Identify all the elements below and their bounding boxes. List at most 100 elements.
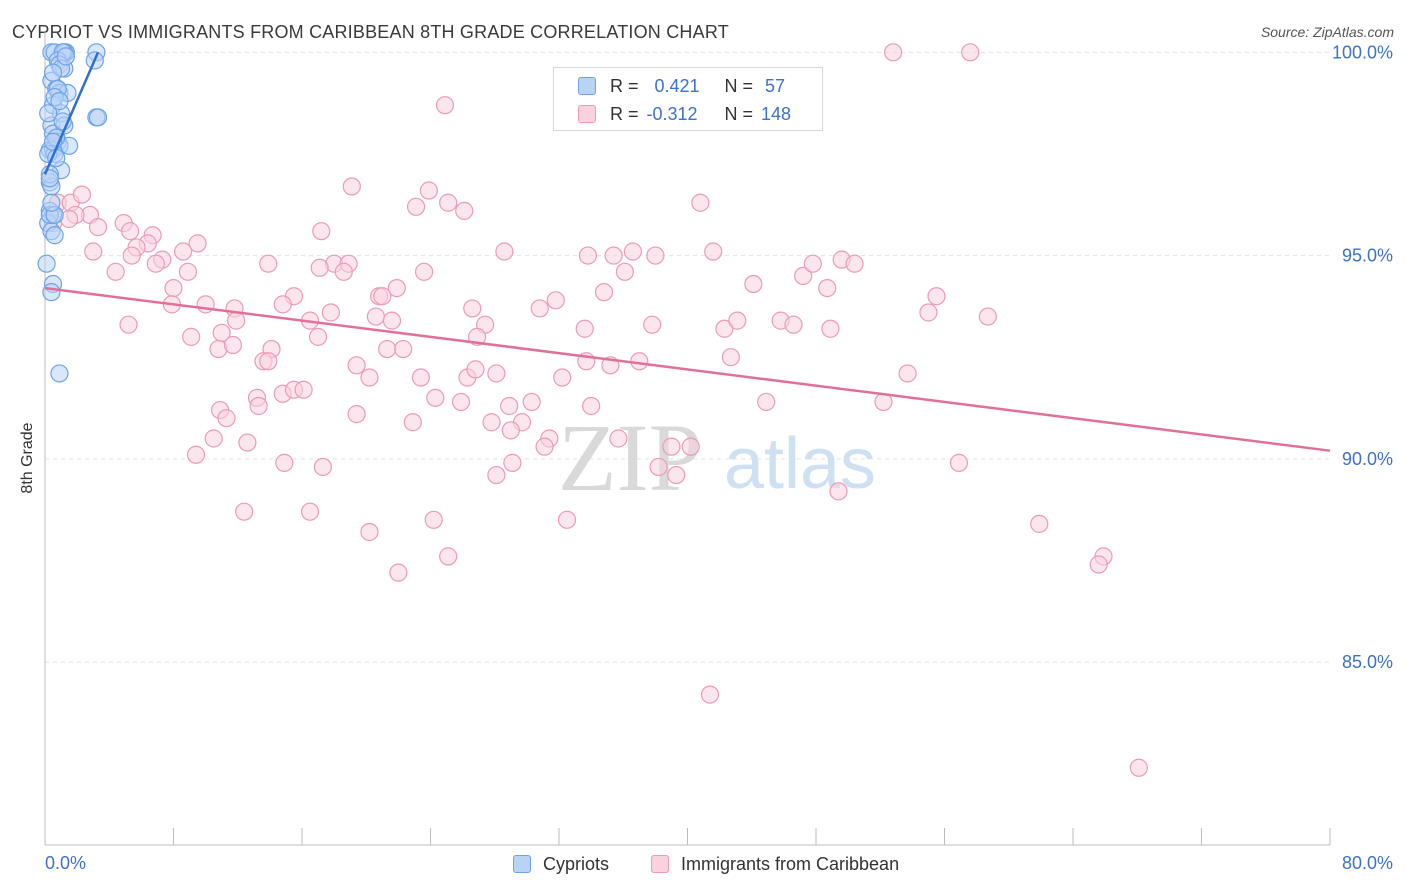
- caribbean-point: [466, 360, 485, 379]
- cypriot-point: [39, 104, 58, 123]
- caribbean-point: [235, 502, 254, 521]
- caribbean-point: [387, 278, 406, 298]
- caribbean-point: [72, 185, 92, 204]
- caribbean-point: [744, 274, 763, 294]
- caribbean-point: [949, 453, 969, 472]
- caribbean-point: [1030, 514, 1049, 533]
- zipatlas-watermark: ZIP atlas: [558, 404, 876, 511]
- caribbean-point: [84, 242, 103, 261]
- caribbean-point: [217, 409, 236, 428]
- caribbean-point: [451, 392, 471, 412]
- legend-item-caribbean[interactable]: Immigrants from Caribbean: [651, 852, 899, 876]
- caribbean-point: [630, 352, 649, 371]
- caribbean-point: [927, 287, 946, 306]
- legend-item-cypriots[interactable]: Cypriots: [513, 852, 609, 876]
- cypriot-point: [37, 254, 56, 273]
- caribbean-point: [649, 457, 668, 477]
- r-value: 0.421: [654, 75, 700, 96]
- caribbean-point: [378, 339, 397, 359]
- cypriot-point: [42, 193, 61, 212]
- caribbean-point: [961, 43, 980, 62]
- cypriot-point: [56, 47, 75, 66]
- caribbean-point: [164, 278, 183, 298]
- cypriot-point: [50, 364, 69, 383]
- r-value: -0.312: [646, 103, 698, 124]
- caribbean-point: [122, 246, 141, 265]
- legend-row-cypriots: R = 0.421 N = 57: [578, 75, 785, 97]
- caribbean-point: [818, 278, 837, 298]
- caribbean-point: [919, 303, 938, 322]
- caribbean-point: [728, 311, 747, 330]
- blue-swatch-icon: [578, 77, 596, 95]
- n-value: 57: [765, 75, 786, 96]
- caribbean-point: [88, 218, 108, 237]
- caribbean-point: [883, 43, 903, 62]
- cypriot-point: [50, 92, 69, 111]
- caribbean-point: [259, 254, 278, 273]
- caribbean-point: [829, 482, 848, 501]
- caribbean-point: [313, 457, 332, 477]
- caribbean-point: [615, 262, 634, 281]
- caribbean-point: [1129, 758, 1148, 777]
- caribbean-point: [414, 262, 434, 281]
- cypriot-point: [43, 63, 63, 82]
- caribbean-point: [604, 246, 623, 265]
- caribbean-points: [43, 43, 1148, 777]
- caribbean-point: [347, 356, 366, 375]
- n-label: N =: [724, 75, 754, 96]
- caribbean-point: [784, 315, 803, 334]
- caribbean-point: [582, 396, 601, 416]
- caribbean-point: [609, 429, 628, 448]
- cypriot-point: [45, 226, 64, 245]
- trend-lines: [43, 51, 1331, 452]
- x-tick-label-max: 80.0%: [1342, 853, 1393, 873]
- caribbean-point: [715, 319, 734, 338]
- caribbean-point: [360, 522, 379, 542]
- caribbean-point: [178, 262, 198, 281]
- caribbean-point: [487, 364, 506, 383]
- chart-title: CYPRIOT VS IMMIGRANTS FROM CARIBBEAN 8TH…: [12, 22, 729, 42]
- blue-swatch-icon: [513, 855, 531, 873]
- caribbean-point: [347, 405, 366, 424]
- caribbean-point: [530, 299, 549, 318]
- caribbean-point: [106, 262, 125, 281]
- caribbean-point: [594, 283, 614, 302]
- caribbean-point: [578, 246, 598, 265]
- caribbean-point: [273, 295, 292, 314]
- caribbean-point: [503, 453, 522, 472]
- legend-label-caribbean: Immigrants from Caribbean: [681, 853, 900, 874]
- tick-labels: 85.0% 90.0% 95.0% 100.0% 0.0% 80.0%: [45, 42, 1393, 873]
- caribbean-point: [978, 307, 997, 326]
- caribbean-point: [321, 303, 341, 322]
- caribbean-point: [312, 222, 331, 241]
- r-label: R =: [610, 75, 639, 96]
- caribbean-point: [455, 201, 474, 220]
- caribbean-point: [342, 177, 361, 196]
- caribbean-point: [411, 368, 430, 387]
- caribbean-point: [501, 421, 520, 440]
- caribbean-point: [700, 685, 720, 704]
- caribbean-point: [121, 222, 140, 241]
- caribbean-point: [373, 287, 392, 306]
- caribbean-point: [389, 563, 408, 582]
- caribbean-point: [426, 388, 445, 407]
- cypriot-trend-line: [43, 51, 100, 175]
- caribbean-point: [482, 413, 501, 432]
- caribbean-point: [535, 437, 554, 456]
- n-label: N =: [724, 103, 754, 124]
- r-label: R =: [610, 103, 639, 124]
- x-tick-label-min: 0.0%: [45, 853, 86, 873]
- caribbean-point: [146, 254, 165, 273]
- caribbean-point: [300, 502, 320, 521]
- gridlines: [45, 51, 1330, 663]
- cypriot-point: [40, 169, 59, 188]
- caribbean-trend-line: [44, 286, 1331, 452]
- pink-swatch-icon: [651, 855, 669, 873]
- caribbean-point: [419, 181, 438, 200]
- caribbean-point: [898, 364, 917, 383]
- cypriot-point: [42, 283, 61, 302]
- caribbean-point: [794, 266, 813, 285]
- caribbean-point: [227, 311, 246, 330]
- caribbean-point: [557, 510, 577, 529]
- caribbean-point: [522, 392, 541, 412]
